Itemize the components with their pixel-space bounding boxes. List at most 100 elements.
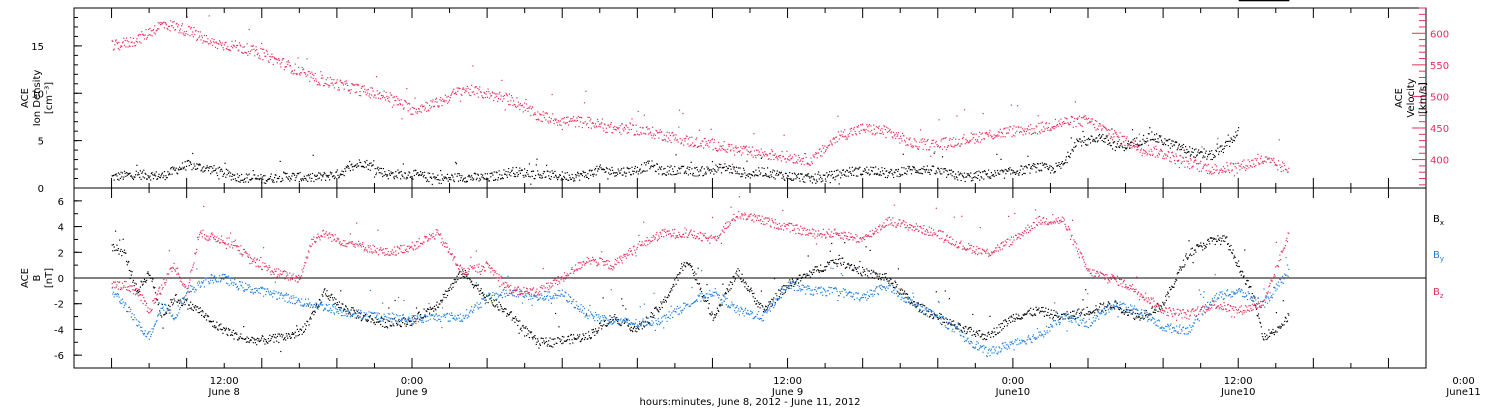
velocity-point (836, 141, 838, 143)
density-point (456, 175, 458, 177)
density-point (449, 177, 451, 179)
density-point (638, 170, 640, 173)
velocity-point (1269, 157, 1271, 159)
velocity-point (1042, 131, 1044, 133)
bx-point (137, 290, 139, 292)
density-point (1143, 140, 1145, 142)
velocity-point (464, 92, 466, 94)
bx-point (810, 271, 812, 273)
velocity-point (1160, 148, 1162, 150)
velocity-point (420, 111, 422, 113)
density-point (1129, 147, 1131, 149)
density-point (1242, 0, 1244, 2)
velocity-point (948, 139, 950, 141)
density-point (928, 169, 930, 171)
bx-point (193, 306, 195, 308)
density-point (411, 176, 413, 178)
velocity-point (188, 26, 190, 28)
velocity-point (1189, 158, 1191, 160)
density-point (501, 177, 504, 179)
bx-point (329, 296, 331, 298)
density-point (1225, 140, 1227, 142)
density-point (1027, 155, 1029, 157)
bx-point (577, 337, 579, 339)
density-point (565, 178, 567, 180)
density-point (1143, 134, 1145, 137)
velocity-point (476, 92, 478, 94)
velocity-point (1100, 125, 1102, 127)
density-point (902, 153, 904, 155)
velocity-point (780, 160, 782, 162)
velocity-point (330, 82, 332, 84)
bx-point (1109, 303, 1111, 305)
density-point (220, 168, 222, 171)
bx-point (217, 329, 219, 331)
velocity-point (846, 136, 848, 138)
velocity-point (905, 144, 907, 146)
velocity-point (437, 106, 440, 108)
bx-point (374, 323, 376, 326)
velocity-point (561, 118, 563, 120)
density-point (243, 181, 245, 183)
bx-point (634, 330, 636, 332)
bx-point (874, 272, 876, 274)
bx-point (1045, 307, 1047, 309)
density-point (964, 180, 966, 183)
velocity-point (963, 134, 965, 136)
density-point (570, 178, 572, 180)
velocity-point (402, 104, 404, 106)
velocity-point (1109, 137, 1112, 139)
bx-point (934, 314, 936, 316)
velocity-point (578, 125, 580, 128)
density-point (836, 175, 838, 177)
density-point (1156, 133, 1158, 135)
density-point (1286, 0, 1288, 2)
velocity-point (767, 154, 769, 156)
density-point (473, 178, 475, 180)
density-point (440, 170, 442, 172)
density-point (879, 173, 881, 175)
bx-point (1028, 310, 1030, 312)
bx-point (585, 332, 587, 335)
bx-point (306, 320, 308, 322)
density-point (571, 173, 573, 176)
velocity-point (658, 137, 660, 139)
bx-point (569, 343, 571, 345)
bx-point (714, 316, 716, 318)
bx-point (387, 327, 389, 329)
bx-point (432, 307, 434, 309)
density-point (1040, 169, 1042, 171)
bx-point (904, 290, 906, 292)
velocity-point (354, 92, 356, 94)
density-point (1173, 144, 1176, 146)
bx-point (272, 336, 274, 338)
bx-point (396, 324, 398, 326)
bx-point (547, 343, 549, 345)
density-point (1117, 140, 1119, 143)
density-point (528, 163, 530, 165)
density-point (790, 178, 792, 180)
bx-point (963, 330, 966, 332)
bx-point (1079, 315, 1081, 317)
density-point (345, 166, 347, 168)
density-point (559, 174, 561, 176)
density-point (174, 169, 176, 171)
density-point (1175, 140, 1177, 143)
velocity-point (486, 91, 488, 93)
velocity-point (225, 41, 227, 43)
bx-point (318, 305, 320, 307)
density-point (1191, 147, 1193, 150)
bx-point (347, 308, 349, 310)
density-point (968, 173, 970, 175)
density-point (784, 179, 786, 181)
velocity-point (223, 44, 225, 46)
velocity-point (223, 49, 225, 51)
bx-point (465, 274, 467, 276)
velocity-point (615, 129, 617, 131)
density-point (296, 175, 298, 177)
density-point (166, 177, 168, 179)
density-point (214, 170, 216, 172)
velocity-point (1273, 157, 1275, 159)
density-point (546, 170, 548, 172)
velocity-point (1140, 149, 1142, 151)
